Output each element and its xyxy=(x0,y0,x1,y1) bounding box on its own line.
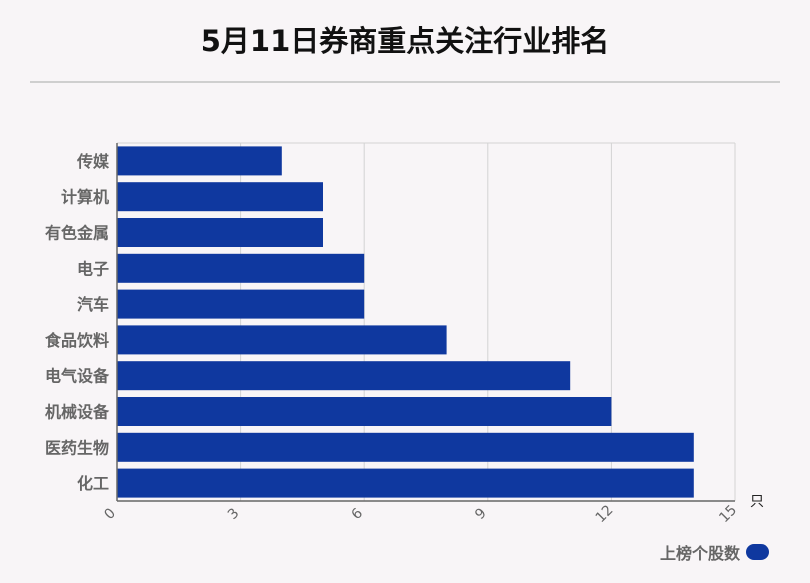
bar xyxy=(117,361,571,391)
chart-title: 5月11日券商重点关注行业排名 xyxy=(200,24,610,58)
x-tick-label: 12 xyxy=(593,502,617,526)
y-category-label: 传媒 xyxy=(76,152,110,171)
y-category-label: 汽车 xyxy=(77,295,109,314)
legend[interactable]: 上榜个股数 xyxy=(660,540,769,564)
y-category-label: 电气设备 xyxy=(45,367,110,386)
x-axis-unit: 只 xyxy=(750,494,764,510)
x-tick-label: 3 xyxy=(225,505,243,523)
x-tick-label: 15 xyxy=(716,502,740,526)
y-category-label: 医药生物 xyxy=(45,438,109,457)
bar xyxy=(117,253,365,283)
legend-swatch xyxy=(746,544,769,560)
bar xyxy=(117,325,447,355)
legend-label: 上榜个股数 xyxy=(659,544,740,563)
y-category-label: 机械设备 xyxy=(45,403,110,422)
y-category-label: 食品饮料 xyxy=(44,331,109,350)
bar xyxy=(117,146,282,176)
title-divider xyxy=(30,81,780,83)
x-tick-label: 9 xyxy=(472,505,490,523)
bar xyxy=(117,468,694,498)
y-category-label: 计算机 xyxy=(61,188,109,207)
x-tick-label: 6 xyxy=(349,505,367,523)
bar xyxy=(117,218,323,247)
y-category-label: 电子 xyxy=(77,259,109,278)
y-category-label: 化工 xyxy=(77,474,109,493)
y-category-label: 有色金属 xyxy=(45,224,109,243)
bar xyxy=(117,182,323,212)
bar xyxy=(117,432,694,462)
x-tick-label: 0 xyxy=(101,505,119,523)
bar xyxy=(117,289,365,319)
bar xyxy=(117,397,612,426)
